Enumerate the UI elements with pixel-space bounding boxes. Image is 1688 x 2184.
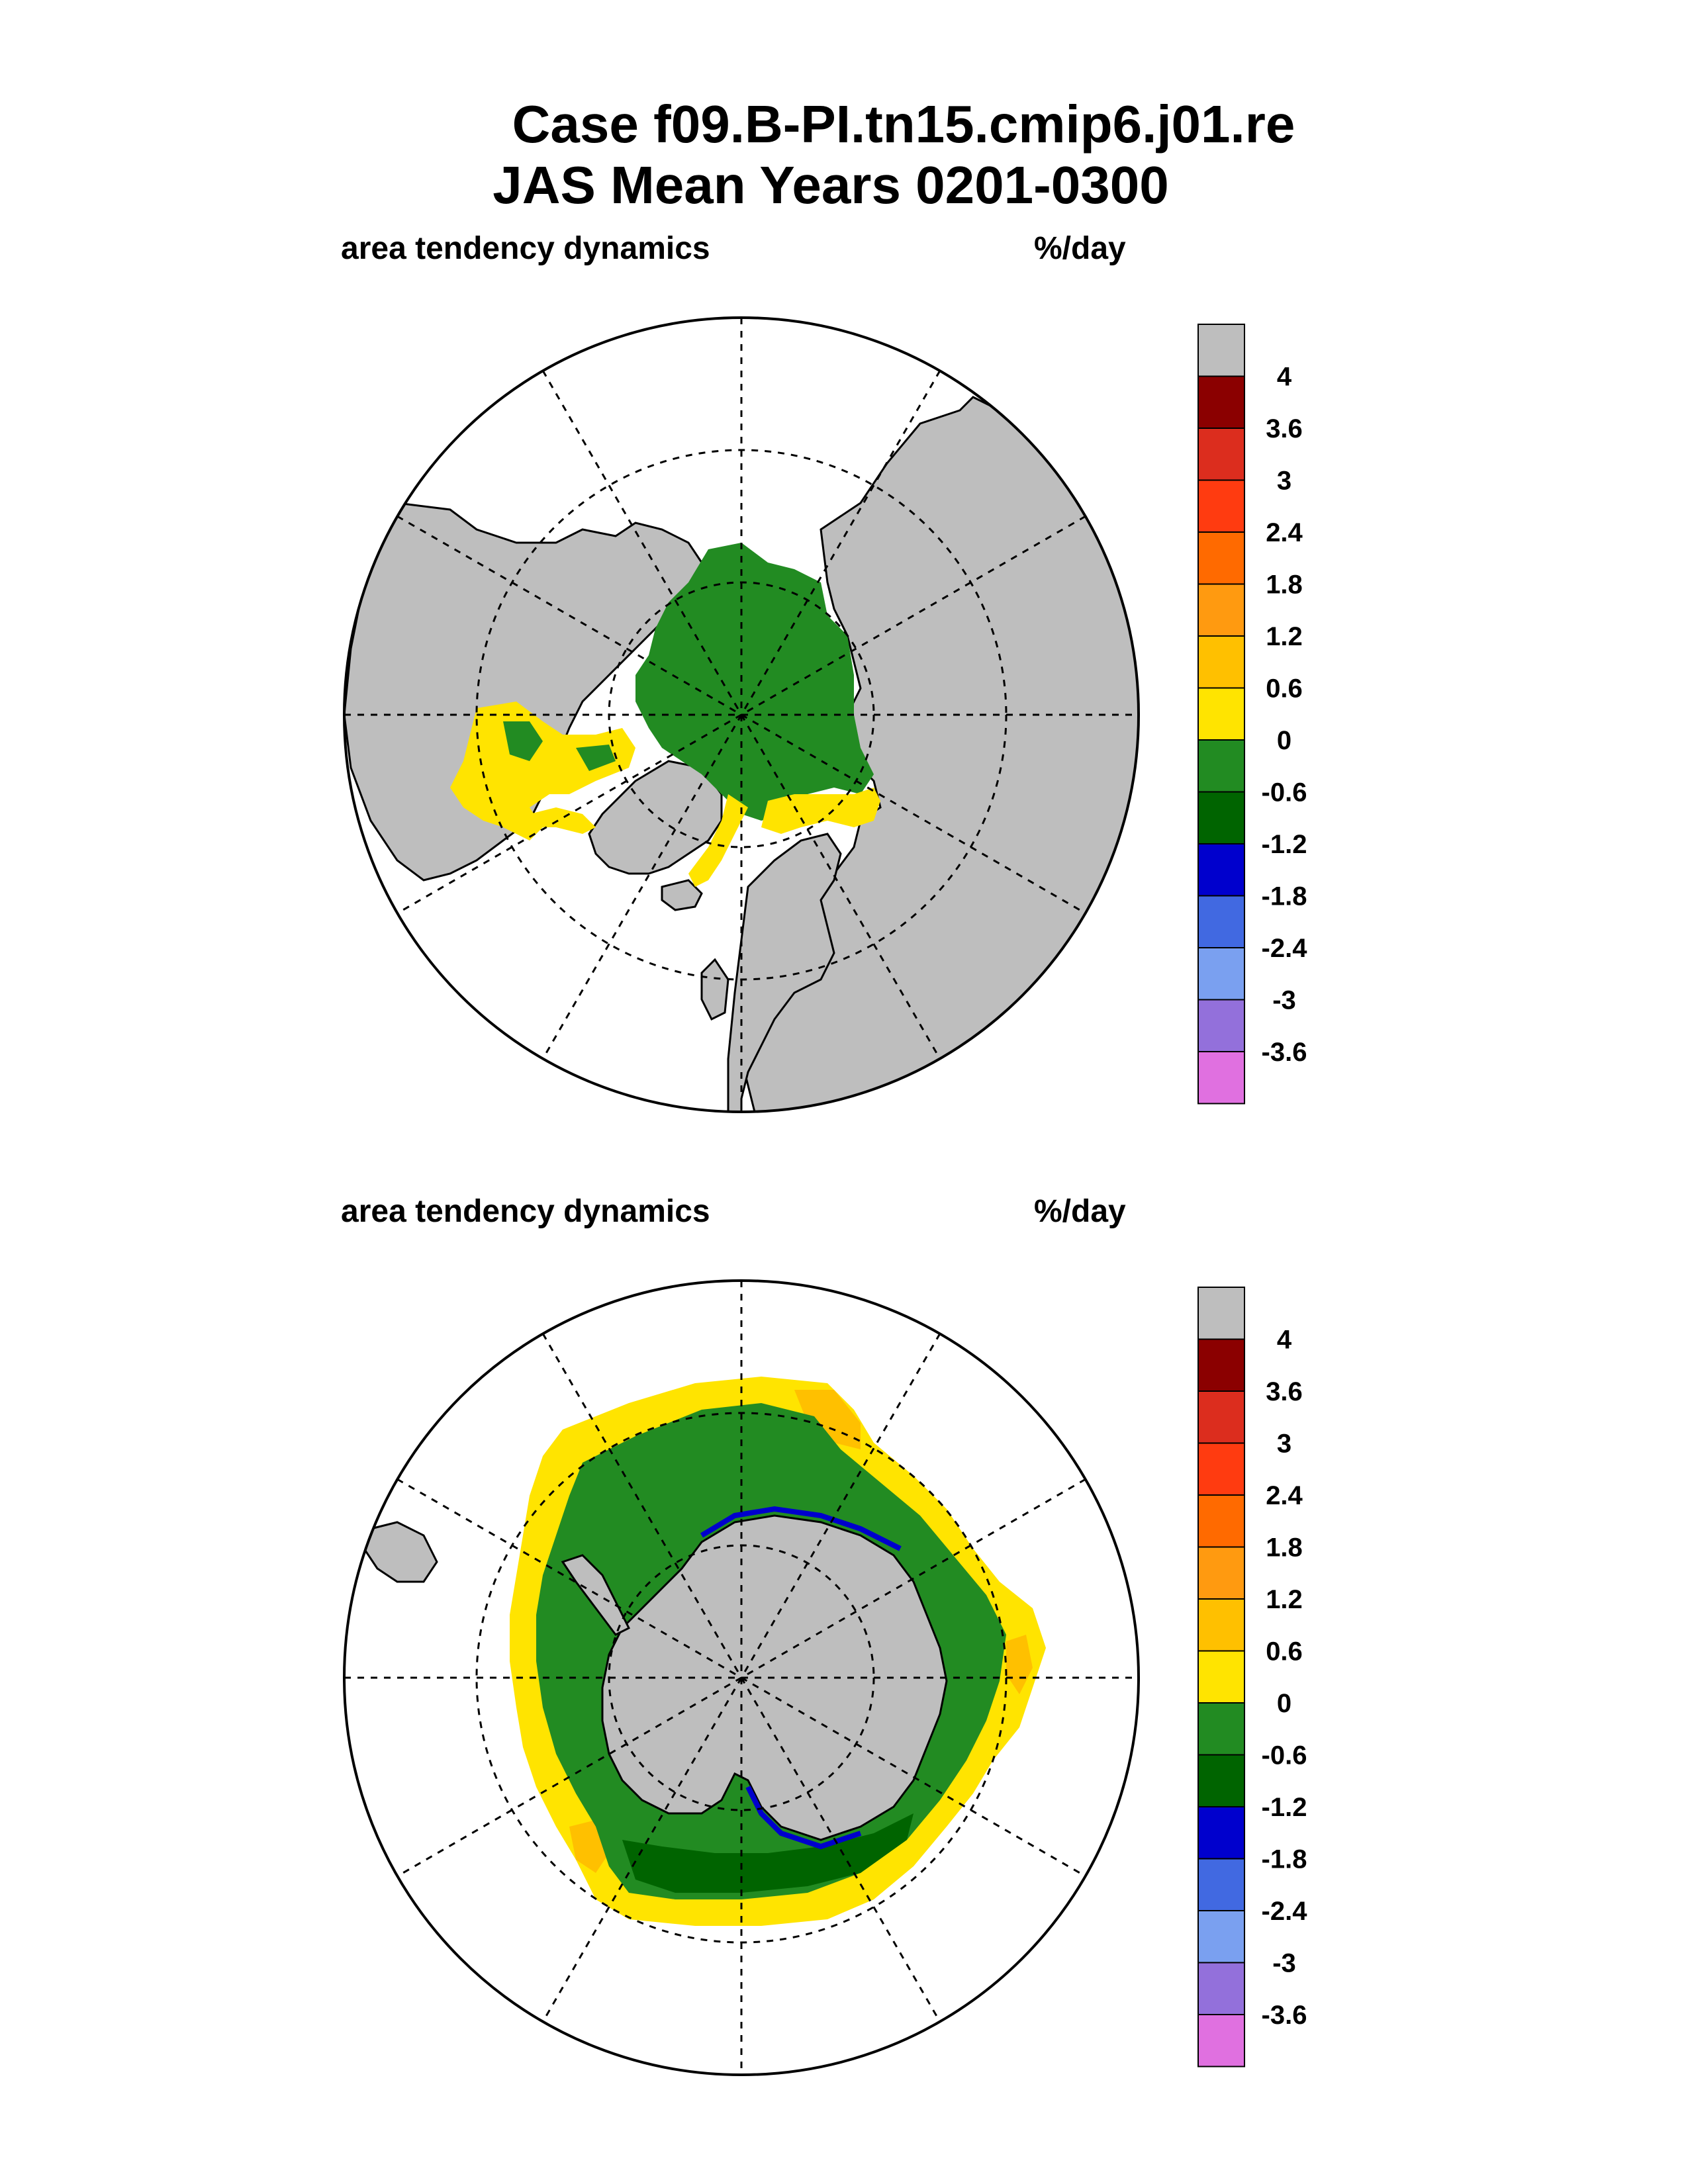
colorbar-swatch <box>1197 999 1245 1052</box>
colorbar-swatch <box>1197 947 1245 1001</box>
colorbar-tick-label: 3.6 <box>1266 414 1303 443</box>
colorbar-tick-label: -3.6 <box>1262 1038 1307 1067</box>
antarctic-peninsula-land <box>561 1554 631 1636</box>
colorbar-tick-label: -0.6 <box>1262 1741 1307 1770</box>
south-america-land <box>363 1521 438 1583</box>
colorbar-swatch <box>1197 687 1245 741</box>
colorbar-swatch <box>1197 375 1245 429</box>
arctic-ice-green <box>635 543 874 821</box>
colorbar-swatch <box>1197 583 1245 637</box>
colorbar-swatch <box>1197 1494 1245 1548</box>
colorbar-tick-label: -1.2 <box>1262 1793 1307 1822</box>
antarctic-ice-orange-3 <box>1006 1635 1033 1694</box>
colorbar-swatch <box>1197 1702 1245 1756</box>
colorbar-swatch <box>1197 1962 1245 2015</box>
colorbar-swatch <box>1197 1858 1245 1911</box>
colorbar-swatch <box>1197 1650 1245 1704</box>
colorbar-tick-label: 1.2 <box>1266 1585 1303 1614</box>
colorbar-tick-label: 3 <box>1277 1430 1291 1459</box>
north-america-land <box>344 502 703 882</box>
antarctic-graticule <box>344 1281 1139 2075</box>
panel2-right-label: %/day <box>1034 1194 1126 1229</box>
arctic-map-border <box>343 316 1140 1113</box>
colorbar-swatch <box>1197 1051 1245 1105</box>
colorbar-swatch <box>1197 428 1245 481</box>
colorbar-tick-label: -1.8 <box>1262 882 1307 911</box>
colorbar-swatch <box>1197 324 1245 377</box>
colorbar-tick-label: -1.8 <box>1262 1845 1307 1874</box>
colorbar-tick-label: 1.2 <box>1266 622 1303 651</box>
colorbar-tick-label: 0 <box>1277 726 1291 755</box>
arctic-graticule <box>344 318 1139 1112</box>
colorbar-swatch <box>1197 479 1245 533</box>
arctic-ice-yellow-greenland <box>688 794 748 887</box>
colorbar-tick-label: 2.4 <box>1266 518 1303 547</box>
colorbar-top: 4 3.6 3 2.4 1.8 1.2 0.6 0 -0.6 -1.2 -1.8 -2.4 -3 -3.6 <box>1197 324 1308 1105</box>
figure-title-line1: Case f09.B-PI.tn15.cmip6.j01.re <box>512 95 1295 154</box>
arctic-map <box>344 318 1139 1112</box>
colorbar-swatch <box>1197 843 1245 897</box>
colorbar-swatch <box>1197 1546 1245 1600</box>
colorbar-tick-label: 1.8 <box>1266 570 1303 600</box>
panel1-left-label: area tendency dynamics <box>341 231 710 266</box>
colorbar-swatch <box>1197 739 1245 793</box>
colorbar-tick-label: 0 <box>1277 1689 1291 1718</box>
colorbar-tick-label: -2.4 <box>1262 1897 1308 1926</box>
colorbar-swatch <box>1197 791 1245 844</box>
arctic-ice-green-west <box>503 721 616 771</box>
colorbar-tick-label: 3 <box>1277 467 1291 496</box>
colorbar-swatch <box>1197 1338 1245 1392</box>
colorbar-swatch <box>1197 2014 1245 2068</box>
antarctic-map <box>344 1281 1139 2075</box>
colorbar-swatch <box>1197 1754 1245 1807</box>
colorbar-tick-label: -2.4 <box>1262 934 1308 963</box>
colorbar-swatch <box>1197 1287 1245 1340</box>
colorbar-tick-label: -3.6 <box>1262 2001 1307 2030</box>
iceland-land <box>661 879 703 911</box>
colorbar-swatch <box>1197 1910 1245 1964</box>
colorbar-tick-label: 0.6 <box>1266 674 1303 704</box>
colorbar-tick-label: -1.2 <box>1262 830 1307 859</box>
colorbar-tick-label: 1.8 <box>1266 1533 1303 1563</box>
colorbar-swatch <box>1197 1442 1245 1496</box>
colorbar-swatch <box>1197 1806 1245 1860</box>
europe-land <box>727 833 842 1112</box>
colorbar-swatch <box>1197 635 1245 689</box>
panel2-left-label: area tendency dynamics <box>341 1194 710 1229</box>
antarctic-coast-blue <box>700 1506 902 1850</box>
colorbar-swatch <box>1197 1390 1245 1444</box>
colorbar-swatch <box>1197 531 1245 585</box>
arctic-ice-yellow-west <box>450 702 635 841</box>
colorbar-swatch <box>1197 895 1245 948</box>
colorbar-tick-label: 0.6 <box>1266 1637 1303 1666</box>
colorbar-tick-label: -3 <box>1272 1949 1296 1978</box>
panel1-right-label: %/day <box>1034 231 1126 266</box>
colorbar-bottom: 4 3.6 3 2.4 1.8 1.2 0.6 0 -0.6 -1.2 -1.8 -2.4 -3 -3.6 <box>1197 1287 1308 2068</box>
colorbar-tick-label: -3 <box>1272 986 1296 1015</box>
colorbar-tick-label: 4 <box>1277 1326 1292 1355</box>
colorbar-tick-label: 2.4 <box>1266 1481 1303 1510</box>
antarctic-map-border <box>343 1279 1140 2076</box>
colorbar-tick-label: 4 <box>1277 363 1292 392</box>
colorbar-tick-label: 3.6 <box>1266 1377 1303 1406</box>
figure-title-line2: JAS Mean Years 0201-0300 <box>492 156 1169 214</box>
uk-land <box>700 958 729 1021</box>
antarctic-ice-darkgreen <box>622 1813 914 1893</box>
colorbar-swatch <box>1197 1598 1245 1652</box>
colorbar-tick-label: -0.6 <box>1262 778 1307 807</box>
